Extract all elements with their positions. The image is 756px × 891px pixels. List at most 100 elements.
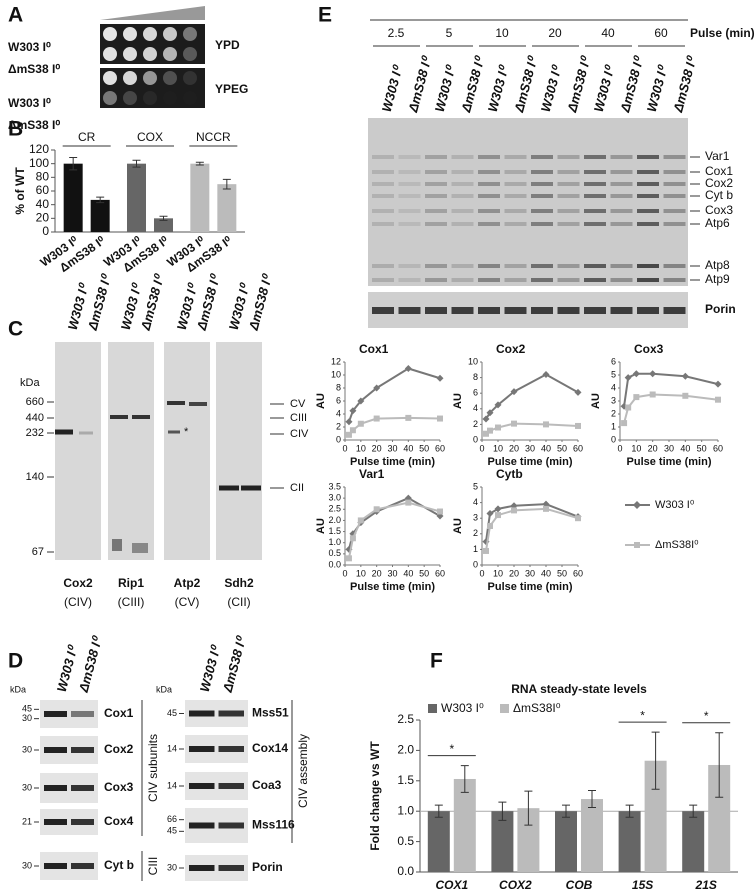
yeast-spot xyxy=(183,71,197,85)
bar xyxy=(644,760,667,872)
category-label: COX xyxy=(137,130,163,144)
data-point xyxy=(373,384,381,392)
data-point xyxy=(625,404,632,411)
y-axis-label: AU xyxy=(315,393,327,409)
gel-band xyxy=(398,209,421,213)
gel-band xyxy=(398,182,421,186)
gel-band xyxy=(584,155,606,159)
gel xyxy=(368,118,688,286)
gel-band xyxy=(504,155,527,159)
yeast-spot xyxy=(103,27,117,41)
bar xyxy=(154,218,173,232)
gel-band xyxy=(584,182,606,186)
bar xyxy=(217,184,237,232)
gel-band xyxy=(557,222,580,226)
data-point xyxy=(574,388,582,396)
blot xyxy=(216,342,262,560)
blot-band xyxy=(218,710,244,717)
data-point xyxy=(621,420,628,427)
bar xyxy=(517,808,540,872)
gel-band xyxy=(637,278,659,282)
gel-band xyxy=(557,194,580,198)
data-point xyxy=(543,505,549,512)
gel-band xyxy=(504,170,527,174)
gel-band xyxy=(637,194,659,198)
error-bar xyxy=(222,178,231,190)
gel-band xyxy=(584,307,606,314)
gel-band xyxy=(425,209,447,213)
pulse-time: 40 xyxy=(601,26,615,40)
data-point xyxy=(483,547,489,554)
gel-band xyxy=(531,209,553,213)
y-tick-label: 3.0 xyxy=(328,493,341,503)
data-point xyxy=(715,396,721,403)
yeast-spot xyxy=(163,27,177,41)
data-point xyxy=(487,427,493,434)
x-tick-label: 60 xyxy=(435,443,445,453)
panel-label: E xyxy=(318,4,332,27)
marker-label: 30 xyxy=(167,862,177,872)
blot-band xyxy=(189,746,215,752)
y-tick-label: 2.5 xyxy=(328,504,341,514)
lane-label: ΔmS38 I⁰ xyxy=(137,271,167,332)
y-tick-label: 2.0 xyxy=(397,743,414,757)
data-point xyxy=(482,415,490,423)
significance-mark: * xyxy=(640,708,645,722)
data-point xyxy=(511,420,517,427)
gel-band xyxy=(637,307,659,314)
gel-band xyxy=(531,170,553,174)
lane-label: ΔmS38 I⁰ xyxy=(458,53,488,114)
gel-band xyxy=(584,194,606,198)
y-tick-label: 2.0 xyxy=(328,515,341,525)
marker-label: 140 xyxy=(26,471,44,483)
chart-title: Cytb xyxy=(496,467,523,481)
gel-band xyxy=(531,182,553,186)
gel-band xyxy=(637,155,659,159)
panel-label: F xyxy=(430,650,443,673)
marker-label: 45 xyxy=(167,826,177,836)
band-label: Var1 xyxy=(705,149,730,163)
y-tick-label: 0 xyxy=(336,434,341,444)
x-tick-label: 50 xyxy=(557,568,567,578)
gel-band xyxy=(478,222,500,226)
gel-band xyxy=(451,222,474,226)
error-bar xyxy=(132,159,141,168)
x-tick-label: 20 xyxy=(648,443,658,453)
blot-band xyxy=(218,746,244,752)
group-label: CIV assembly xyxy=(296,734,310,808)
blot-band xyxy=(71,785,94,791)
y-tick-label: 6 xyxy=(611,356,616,366)
yeast-spot xyxy=(143,71,157,85)
category-label: COB xyxy=(566,878,593,891)
gel-band xyxy=(425,278,447,282)
x-axis-label: Pulse time (min) xyxy=(627,456,712,468)
x-tick-label: 40 xyxy=(541,443,551,453)
gel-band xyxy=(663,307,686,314)
data-point xyxy=(682,392,689,399)
blot xyxy=(55,342,101,560)
blot-band xyxy=(79,431,93,435)
complex-label: (CIV) xyxy=(64,595,92,609)
gel-band xyxy=(557,307,580,314)
data-point xyxy=(633,394,640,401)
protein-label: Cox2 xyxy=(104,742,134,756)
marker-label: 45 xyxy=(22,704,32,714)
blot-band xyxy=(167,401,185,405)
gel-band xyxy=(610,307,633,314)
gel-band xyxy=(584,278,606,282)
error-bar xyxy=(498,801,507,821)
data-line xyxy=(623,372,719,407)
x-tick-label: 0 xyxy=(479,443,484,453)
y-tick-label: 10 xyxy=(331,369,341,379)
gel-band xyxy=(504,264,527,268)
band-label: Cox2 xyxy=(705,176,733,190)
blot-band xyxy=(44,863,67,869)
protein-label: Cox14 xyxy=(252,741,288,755)
gel-band xyxy=(451,278,474,282)
gel-band xyxy=(372,307,394,314)
y-tick-label: 4 xyxy=(611,382,616,392)
y-tick-label: 2 xyxy=(611,408,616,418)
error-bar xyxy=(651,731,660,790)
protein-label: Cox1 xyxy=(104,706,134,720)
yeast-spot xyxy=(143,47,157,61)
